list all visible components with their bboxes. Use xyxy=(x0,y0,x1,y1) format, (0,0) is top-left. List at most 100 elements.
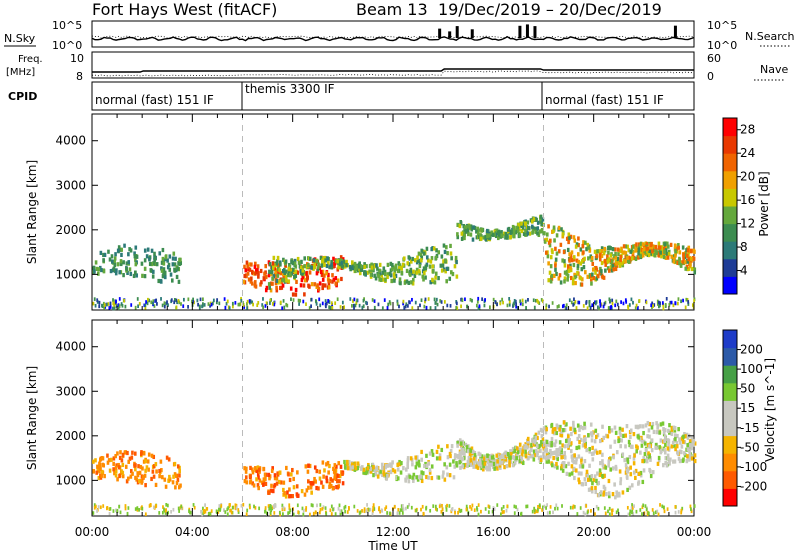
echo-cell xyxy=(468,224,471,229)
ground-scatter-cell xyxy=(624,298,627,302)
ground-scatter-cell xyxy=(477,512,480,517)
echo-cell xyxy=(561,258,564,263)
echo-cell xyxy=(627,255,631,260)
echo-cell xyxy=(619,481,622,486)
ground-scatter-cell xyxy=(93,297,96,301)
echo-cell xyxy=(437,275,440,281)
echo-cell xyxy=(151,469,155,474)
ground-scatter-cell xyxy=(608,512,611,517)
echo-cell xyxy=(581,464,585,469)
echo-cell xyxy=(678,261,681,266)
velocity-cells xyxy=(92,420,697,517)
echo-cell xyxy=(333,473,337,478)
ground-scatter-cell xyxy=(226,507,229,512)
ground-scatter-cell xyxy=(588,303,591,308)
echo-cell xyxy=(547,240,551,245)
echo-cell xyxy=(470,446,474,451)
echo-cell xyxy=(574,468,578,473)
echo-cell xyxy=(167,457,171,462)
echo-cell xyxy=(400,461,403,466)
colorbar-segment xyxy=(723,276,737,295)
echo-cell xyxy=(294,273,298,279)
ground-scatter-cell xyxy=(573,505,576,509)
colorbar-segment xyxy=(723,365,737,384)
echo-cell xyxy=(670,429,674,434)
echo-cell xyxy=(492,464,495,469)
ground-scatter-cell xyxy=(512,302,515,307)
echo-cell xyxy=(152,261,155,266)
ground-scatter-cell xyxy=(629,509,632,514)
echo-cell xyxy=(406,464,410,470)
echo-cell xyxy=(677,427,680,432)
ground-scatter-cell xyxy=(334,512,337,516)
ground-scatter-cell xyxy=(273,504,275,508)
ground-scatter-cell xyxy=(123,299,126,303)
echo-cell xyxy=(647,428,651,433)
echo-cell xyxy=(580,277,584,282)
ground-scatter-cell xyxy=(515,302,518,307)
ground-scatter-cell xyxy=(192,297,195,302)
echo-cell xyxy=(129,474,133,479)
echo-cell xyxy=(256,465,260,470)
echo-cell xyxy=(435,449,439,454)
echo-cell xyxy=(648,454,651,459)
echo-cell xyxy=(285,278,288,283)
echo-cell xyxy=(688,457,691,462)
echo-cell xyxy=(408,269,412,275)
echo-cell xyxy=(411,277,415,283)
echo-cell xyxy=(370,265,374,270)
y-tick-label: 1000 xyxy=(55,267,86,281)
echo-cell xyxy=(381,270,385,275)
echo-cell xyxy=(556,425,559,430)
echo-cell xyxy=(333,476,336,481)
echo-cell xyxy=(332,277,336,282)
ground-scatter-cell xyxy=(457,510,459,515)
echo-cell xyxy=(390,267,394,272)
echo-cell xyxy=(126,476,130,481)
echo-cell xyxy=(327,285,331,290)
echo-cell xyxy=(440,254,444,259)
echo-cell xyxy=(316,267,320,272)
echo-cell xyxy=(482,463,485,469)
echo-cell xyxy=(95,266,99,271)
ground-scatter-cell xyxy=(420,507,422,512)
echo-cell xyxy=(532,439,536,444)
echo-cell xyxy=(558,451,561,457)
echo-cell xyxy=(545,232,549,237)
echo-cell xyxy=(590,255,594,261)
echo-cell xyxy=(490,455,494,460)
ground-scatter-cell xyxy=(281,503,284,508)
echo-cell xyxy=(613,425,617,430)
echo-cell xyxy=(609,253,613,258)
echo-cell xyxy=(552,273,556,278)
echo-cell xyxy=(320,272,324,278)
echo-cell xyxy=(127,459,130,464)
echo-cell xyxy=(160,468,163,473)
echo-cell xyxy=(396,476,400,481)
ground-scatter-cell xyxy=(669,300,672,305)
echo-cell xyxy=(333,468,337,473)
echo-cell xyxy=(129,469,133,474)
echo-cell xyxy=(417,475,420,480)
echo-cell xyxy=(617,436,620,441)
echo-cell xyxy=(599,490,603,495)
ground-scatter-cell xyxy=(173,298,176,302)
echo-cell xyxy=(291,267,295,272)
echo-cell xyxy=(446,455,450,460)
echo-cell xyxy=(301,271,304,276)
echo-cell xyxy=(147,467,150,472)
echo-cell xyxy=(169,272,173,277)
echo-cell xyxy=(548,270,552,275)
echo-cell xyxy=(481,467,485,472)
ground-scatter-cell xyxy=(645,507,648,512)
echo-cell xyxy=(324,258,327,263)
echo-cell xyxy=(597,492,601,498)
ground-scatter-cell xyxy=(187,297,190,302)
ground-scatter-cell xyxy=(120,302,123,306)
echo-cell xyxy=(590,438,594,443)
echo-cell xyxy=(614,266,618,272)
echo-cell xyxy=(369,466,372,472)
echo-cell xyxy=(609,467,613,472)
echo-cell xyxy=(406,458,410,463)
ground-scatter-cell xyxy=(362,298,365,303)
